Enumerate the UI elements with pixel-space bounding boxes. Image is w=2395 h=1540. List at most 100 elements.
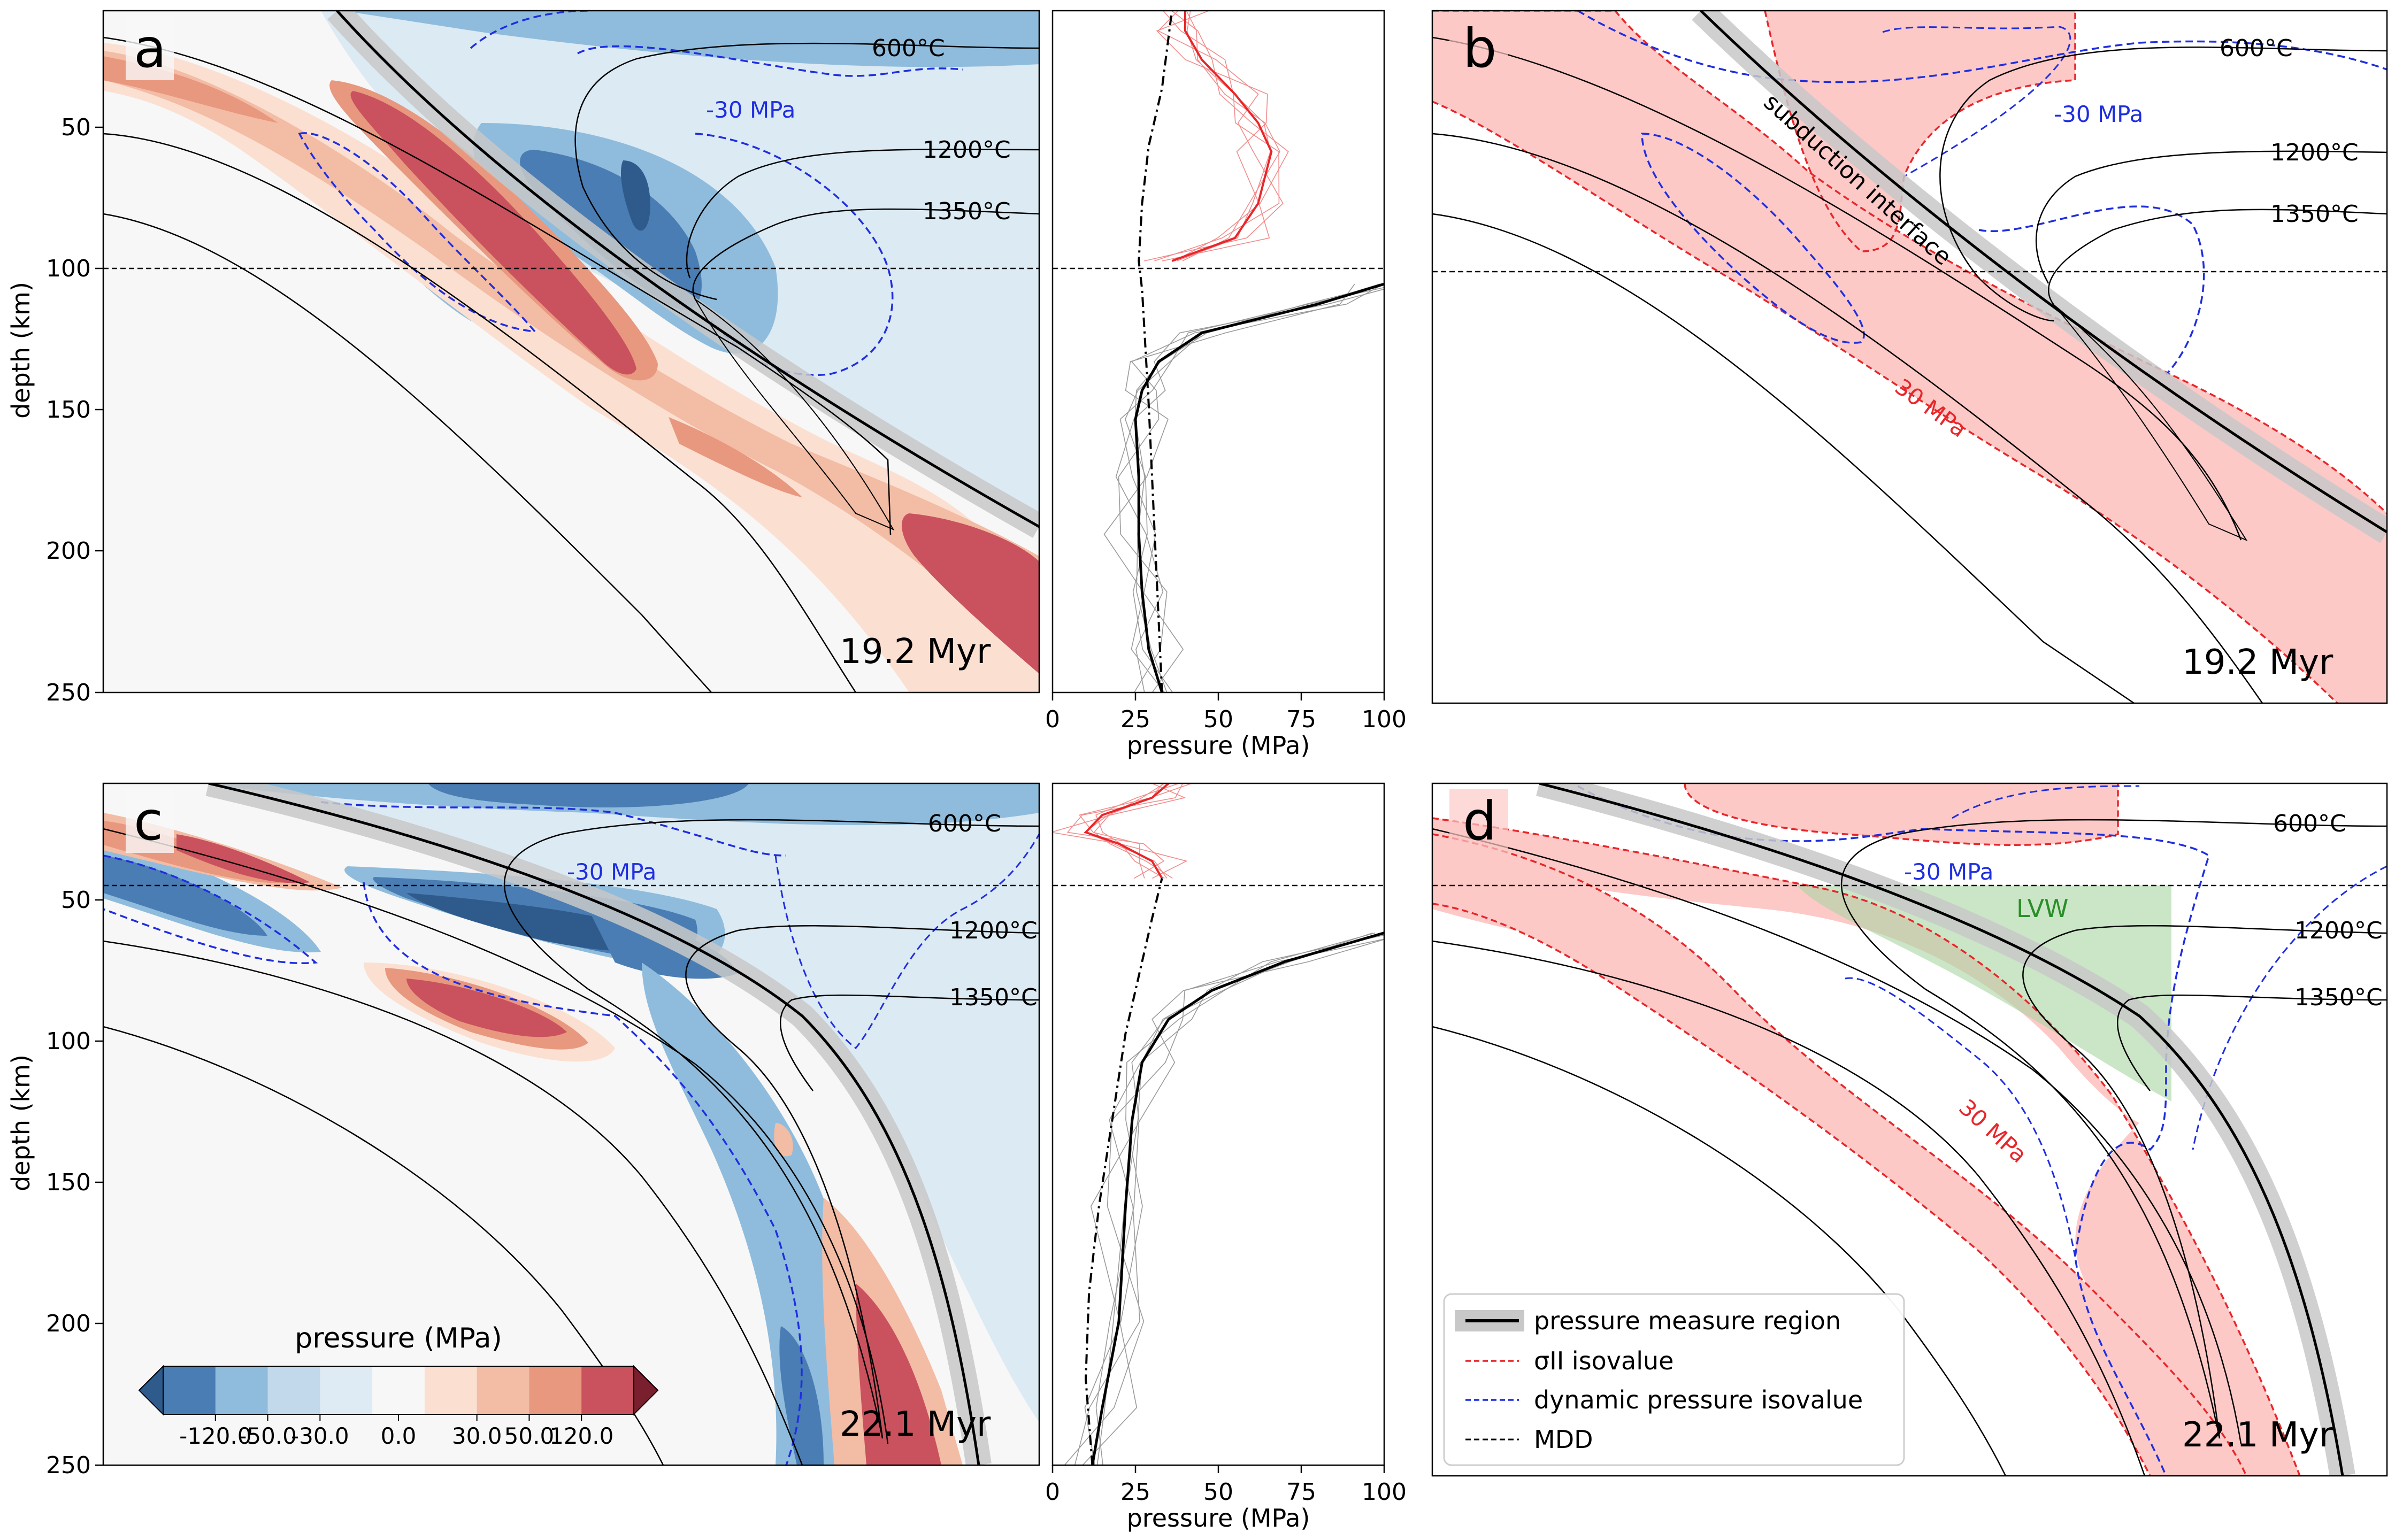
colorbar-tick-label: 120.0 [549,1423,613,1449]
panel-a-profile-series [1134,11,1384,692]
colorbar-tick-label: 50.0 [504,1423,555,1449]
profile-xtick-label: 75 [1286,1479,1316,1506]
panel-b-contour-label: -30 MPa [2054,101,2143,127]
panel-c-isotherm-1200: 1200°C [949,917,1038,944]
svg-text:dynamic pressure isovalue: dynamic pressure isovalue [1534,1385,1863,1414]
panel-a-contour-label: -30 MPa [706,97,795,123]
panel-c-isotherm-600: 600°C [928,810,1001,837]
panel-c-profile-xticks: 0 25 50 75 100 [1045,1465,1407,1506]
profile-spread-line [1156,11,1270,261]
profile-series-1 [1084,783,1170,879]
profile-xtick-label: 0 [1045,706,1060,733]
panel-c-ytick: 150 [46,1169,91,1196]
profile-spread-line [1171,11,1289,261]
legend-item-region: pressure measure region [1455,1306,1841,1335]
panel-a-yticks: 50 100 150 200 250 [46,114,103,706]
colorbar-tick-label: -50.0 [239,1423,297,1449]
profile-xtick-label: 50 [1203,1479,1233,1506]
profile-xtick-label: 25 [1120,1479,1150,1506]
panel-d-isotherm-600: 600°C [2273,810,2346,837]
legend-item-sigma: σII isovalue [1465,1346,1674,1375]
panel-a: a 19.2 Myr 600°C 1200°C 1350°C -30 MPa d… [6,10,1040,706]
panel-a-letter: a [134,17,166,80]
colorbar-title: pressure (MPa) [295,1322,502,1354]
panel-b-isotherm-1350: 1350°C [2270,201,2359,228]
colorbar-swatch [372,1366,425,1414]
panel-c-letter: c [134,790,163,852]
profile-spread-line [1154,11,1280,261]
profile-series-2 [1138,11,1173,692]
panel-c-ytick: 200 [46,1310,91,1337]
panel-d-isotherm-1350: 1350°C [2294,984,2383,1011]
profile-series-0 [1134,282,1384,692]
panel-d-lvw-label: LVW [2016,894,2069,923]
panel-b-letter: b [1463,17,1496,80]
colorbar-tick-label: 0.0 [381,1423,417,1449]
panel-c-ylabel: depth (km) [6,1054,35,1191]
profile-spread-line [1115,288,1384,692]
panel-b-isotherm-1200: 1200°C [2270,139,2359,166]
panel-d-letter: d [1463,790,1496,852]
colorbar-swatch [163,1366,216,1414]
profile-spread-line [1066,783,1184,879]
profile-xtick-label: 25 [1120,706,1150,733]
svg-text:pressure measure region: pressure measure region [1534,1306,1841,1335]
panel-a-ytick: 100 [46,255,91,282]
panel-a-ytick: 50 [61,114,91,141]
panel-c-isotherm-1350: 1350°C [949,984,1038,1011]
colorbar-swatch [424,1366,478,1414]
panel-c-time: 22.1 Myr [840,1405,991,1444]
colorbar-tick-label: -120.0 [179,1423,251,1449]
panel-b-isotherm-600: 600°C [2220,35,2293,62]
colorbar-swatch [529,1366,582,1414]
colorbar-swatch [581,1366,634,1414]
profile-spread-line [1144,11,1284,261]
panel-c-yticks: 50 100 150 200 250 [46,887,103,1479]
panel-a-field [103,11,1039,692]
legend: pressure measure region σII isovalue dyn… [1443,1293,1905,1466]
panel-c-profile: 0 25 50 75 100 pressure (MPa) [1045,782,1407,1533]
colorbar-swatch [320,1366,373,1414]
panel-c-ytick: 250 [46,1452,91,1479]
panel-c-ytick: 100 [46,1028,91,1055]
panel-c-ytick: 50 [61,887,91,914]
profile-spread-line [1074,935,1384,1465]
panel-d-isotherm-1200: 1200°C [2294,917,2383,944]
colorbar-swatch [267,1366,320,1414]
panel-a-frame [102,10,1040,694]
profile-xtick-label: 100 [1362,1479,1407,1506]
panel-a-ylabel: depth (km) [6,282,35,419]
profile-xtick-label: 0 [1045,1479,1060,1506]
panel-d-contour-label: -30 MPa [1904,859,1993,885]
panel-a-ytick: 200 [46,537,91,565]
panel-a-isotherm-600: 600°C [872,35,945,62]
panel-a-profile: 0 25 50 75 100 pressure (MPa) [1045,10,1407,760]
colorbar-tick-label: -30.0 [291,1423,349,1449]
panel-c-profile-series [1084,783,1384,1465]
profile-spread-line [1182,11,1280,261]
profile-spread-line [1064,938,1384,1465]
panel-a-profile-xticks: 0 25 50 75 100 [1045,692,1407,733]
colorbar: pressure (MPa) -120.0-50.0-30.0 0.0 30.0 50… [138,1322,659,1449]
profile-xtick-label: 50 [1203,706,1233,733]
legend-item-mdd: MDD [1465,1425,1593,1454]
panel-c: c 22.1 Myr 600°C 1200°C 1350°C -30 MPa d… [6,782,1040,1479]
svg-text:σII isovalue: σII isovalue [1534,1346,1674,1375]
panel-a-ytick: 250 [46,679,91,706]
profile-spread-line [1053,783,1188,879]
panel-a-isotherm-1350: 1350°C [923,198,1011,225]
profile-xtick-label: 100 [1362,706,1407,733]
panel-a-ytick: 150 [46,396,91,424]
panel-a-profile-xlabel: pressure (MPa) [1127,731,1310,760]
colorbar-swatch [477,1366,529,1414]
colorbar-swatch [215,1366,268,1414]
panel-c-profile-xlabel: pressure (MPa) [1127,1504,1310,1533]
panel-b: b 19.2 Myr 600°C 1200°C 1350°C -30 MPa 3… [1431,10,2388,704]
colorbar-swatches [138,1365,659,1416]
panel-d: d 22.1 Myr 600°C 1200°C 1350°C -30 MPa 3… [1431,782,2388,1477]
profile-spread-line [1095,783,1179,879]
panel-a-time: 19.2 Myr [840,632,991,672]
panel-b-time: 19.2 Myr [2182,643,2333,682]
